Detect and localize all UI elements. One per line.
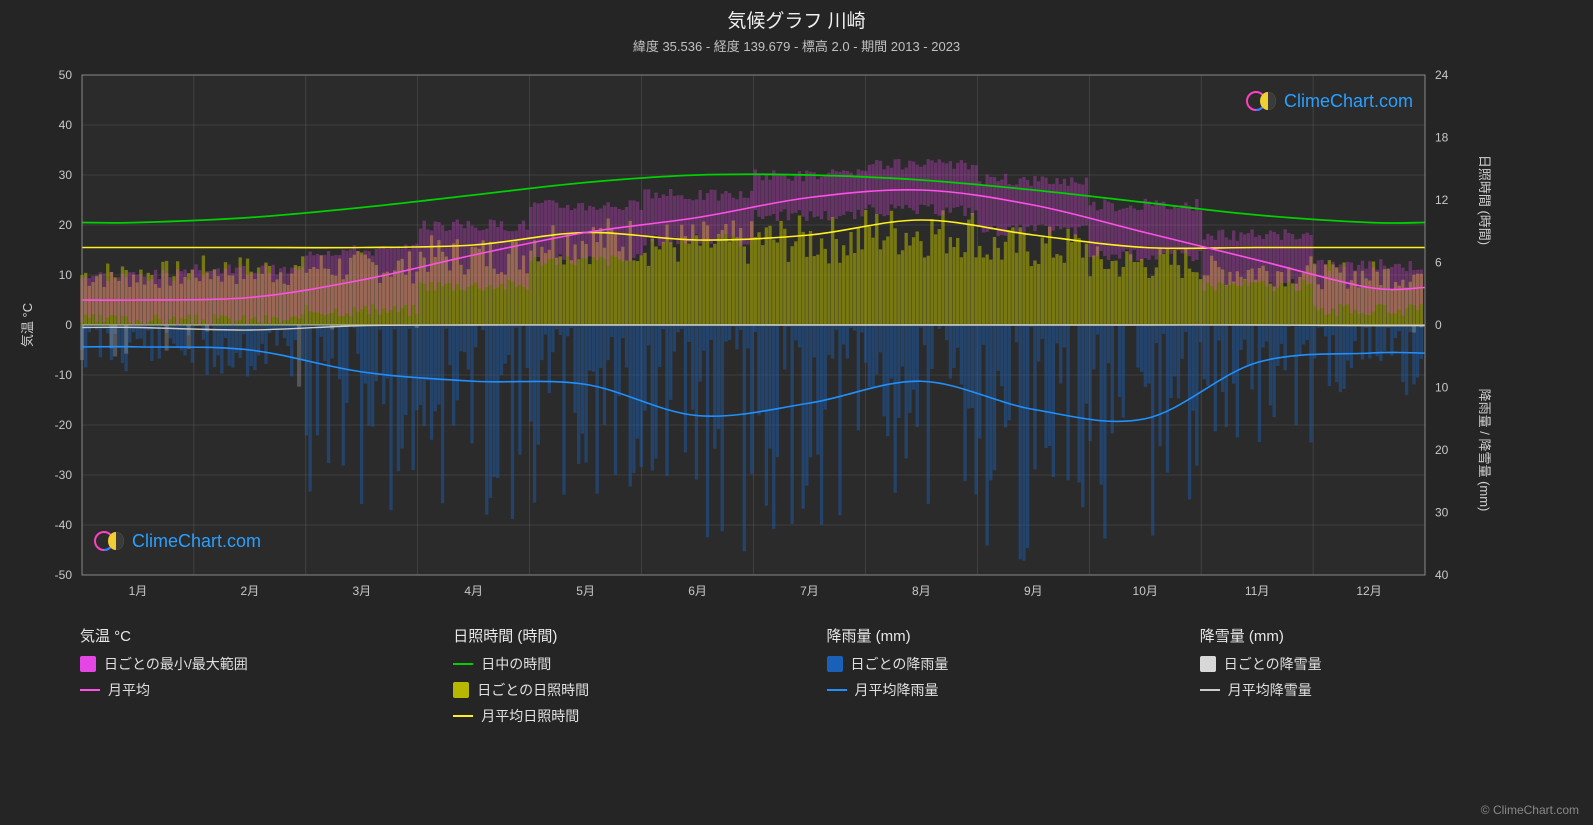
swatch-snow-bars bbox=[1200, 656, 1216, 672]
climechart-icon bbox=[94, 528, 126, 554]
svg-text:2月: 2月 bbox=[241, 584, 260, 598]
attribution: © ClimeChart.com bbox=[1481, 803, 1579, 817]
svg-text:気温 °C: 気温 °C bbox=[20, 303, 35, 347]
legend-col3-head: 降雨量 (mm) bbox=[827, 625, 1140, 646]
legend-label: 日ごとの日照時間 bbox=[477, 680, 589, 700]
svg-text:-20: -20 bbox=[55, 418, 73, 432]
svg-text:10: 10 bbox=[1435, 381, 1449, 395]
svg-text:1月: 1月 bbox=[129, 584, 148, 598]
svg-text:降雨量 / 降雪量 (mm): 降雨量 / 降雪量 (mm) bbox=[1477, 389, 1492, 512]
brand-logo-top: ClimeChart.com bbox=[1246, 88, 1413, 114]
chart-subtitle: 緯度 35.536 - 経度 139.679 - 標高 2.0 - 期間 201… bbox=[0, 36, 1593, 55]
svg-text:40: 40 bbox=[1435, 568, 1449, 582]
svg-text:5月: 5月 bbox=[576, 584, 595, 598]
svg-text:7月: 7月 bbox=[800, 584, 819, 598]
svg-text:40: 40 bbox=[59, 118, 73, 132]
svg-text:30: 30 bbox=[59, 168, 73, 182]
svg-text:10月: 10月 bbox=[1133, 584, 1158, 598]
svg-text:6: 6 bbox=[1435, 256, 1442, 270]
legend-label: 日ごとの最小/最大範囲 bbox=[104, 654, 248, 674]
svg-text:-30: -30 bbox=[55, 468, 73, 482]
legend-label: 月平均降雪量 bbox=[1228, 680, 1312, 700]
swatch-daylight bbox=[453, 663, 473, 665]
svg-text:12月: 12月 bbox=[1356, 584, 1381, 598]
svg-text:8月: 8月 bbox=[912, 584, 931, 598]
legend-label: 日ごとの降雨量 bbox=[851, 654, 949, 674]
svg-text:0: 0 bbox=[1435, 318, 1442, 332]
swatch-snow-avg bbox=[1200, 689, 1220, 691]
chart-title: 気候グラフ 川崎 bbox=[0, 0, 1593, 33]
svg-text:6月: 6月 bbox=[688, 584, 707, 598]
swatch-temp-avg bbox=[80, 689, 100, 691]
svg-text:24: 24 bbox=[1435, 68, 1449, 82]
svg-text:-40: -40 bbox=[55, 518, 73, 532]
climechart-icon bbox=[1246, 88, 1278, 114]
svg-text:10: 10 bbox=[59, 268, 73, 282]
swatch-temp-range bbox=[80, 656, 96, 672]
svg-text:3月: 3月 bbox=[352, 584, 371, 598]
svg-text:50: 50 bbox=[59, 68, 73, 82]
legend-label: 月平均日照時間 bbox=[481, 706, 579, 726]
swatch-rain-avg bbox=[827, 689, 847, 691]
legend-label: 月平均降雨量 bbox=[855, 680, 939, 700]
legend: 気温 °C 日ごとの最小/最大範囲 月平均 日照時間 (時間) 日中の時間 日ご… bbox=[0, 615, 1593, 732]
legend-label: 日中の時間 bbox=[481, 654, 551, 674]
swatch-rain-bars bbox=[827, 656, 843, 672]
svg-text:0: 0 bbox=[65, 318, 72, 332]
svg-text:20: 20 bbox=[59, 218, 73, 232]
swatch-sunshine-avg bbox=[453, 715, 473, 717]
svg-text:4月: 4月 bbox=[464, 584, 483, 598]
legend-label: 日ごとの降雪量 bbox=[1224, 654, 1322, 674]
svg-text:9月: 9月 bbox=[1024, 584, 1043, 598]
svg-text:12: 12 bbox=[1435, 193, 1449, 207]
svg-text:30: 30 bbox=[1435, 506, 1449, 520]
swatch-sunshine-bars bbox=[453, 682, 469, 698]
svg-text:20: 20 bbox=[1435, 443, 1449, 457]
svg-text:日照時間 (時間): 日照時間 (時間) bbox=[1477, 155, 1492, 245]
legend-col4-head: 降雪量 (mm) bbox=[1200, 625, 1513, 646]
legend-col2-head: 日照時間 (時間) bbox=[453, 625, 766, 646]
svg-text:-10: -10 bbox=[55, 368, 73, 382]
svg-text:18: 18 bbox=[1435, 131, 1449, 145]
legend-label: 月平均 bbox=[108, 680, 150, 700]
brand-label: ClimeChart.com bbox=[132, 531, 261, 552]
brand-logo-bottom: ClimeChart.com bbox=[94, 528, 261, 554]
svg-text:11月: 11月 bbox=[1245, 584, 1269, 598]
legend-col1-head: 気温 °C bbox=[80, 625, 393, 646]
svg-text:-50: -50 bbox=[55, 568, 73, 582]
brand-label: ClimeChart.com bbox=[1284, 91, 1413, 112]
